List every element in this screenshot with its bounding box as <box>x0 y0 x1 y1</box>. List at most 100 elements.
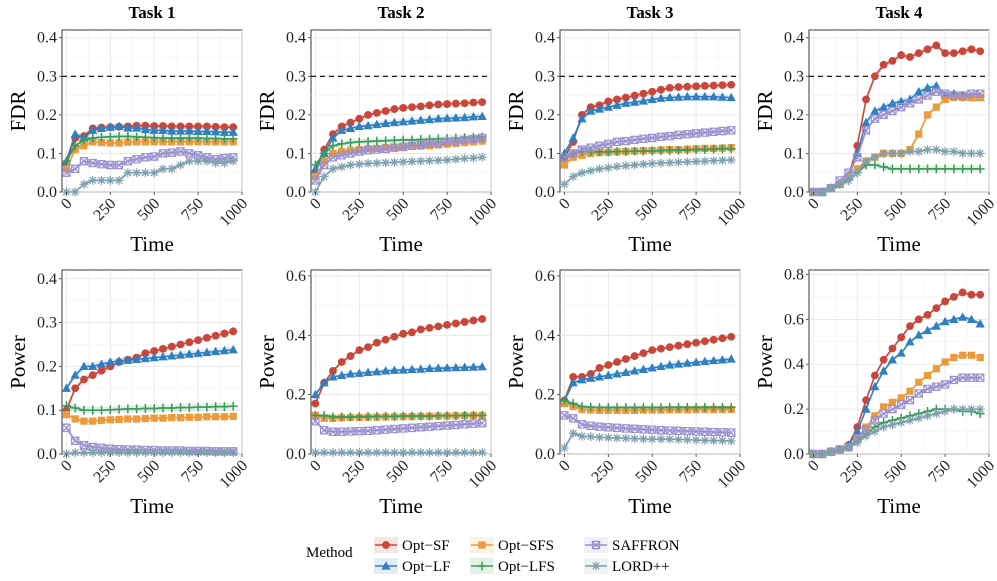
point-lord++ <box>817 449 827 459</box>
point-optsfs <box>932 103 940 111</box>
point-lord++ <box>940 147 950 156</box>
series-optsf <box>560 332 736 405</box>
point-saffron <box>586 143 595 152</box>
point-lord++ <box>407 448 417 457</box>
point-saffron <box>451 136 461 146</box>
y-tick-label: 0.4 <box>784 356 804 373</box>
point-saffron <box>70 164 80 174</box>
point-optlf <box>870 106 880 115</box>
point-saffron <box>398 142 408 152</box>
point-optsfs <box>923 371 932 380</box>
point-optsf <box>604 361 613 369</box>
point-lord++ <box>310 448 320 457</box>
point-optlf <box>167 126 177 135</box>
point-lord++ <box>647 159 657 168</box>
point-optlfs <box>176 403 185 412</box>
point-optlfs <box>416 135 426 144</box>
point-optlfs <box>354 137 364 147</box>
point-lord++ <box>612 162 622 171</box>
legend-label: Opt−SFS <box>498 538 554 554</box>
y-tick-label: 0.4 <box>784 30 804 47</box>
point-optlf <box>966 314 977 323</box>
point-optlfs <box>595 403 604 412</box>
point-optsf <box>434 322 443 331</box>
point-saffron <box>656 426 666 435</box>
point-optsf <box>176 340 185 349</box>
point-lord++ <box>949 404 959 414</box>
y-tick-label: 0.3 <box>37 68 57 85</box>
point-optlfs <box>141 132 150 142</box>
point-saffron <box>425 139 434 148</box>
point-optsf <box>718 334 727 343</box>
point-optsfs <box>220 413 229 421</box>
panel-title: Task 4 <box>875 3 923 22</box>
point-optlf <box>914 330 924 339</box>
point-saffron <box>97 160 106 169</box>
point-lord++ <box>726 436 736 446</box>
series-saffron <box>62 147 238 177</box>
point-lord++ <box>559 179 569 189</box>
point-optlfs <box>79 135 89 145</box>
point-optlf <box>328 133 338 142</box>
x-axis-label: Time <box>379 494 423 518</box>
point-lord++ <box>852 168 862 178</box>
point-optsf <box>897 51 906 59</box>
point-lord++ <box>211 158 221 168</box>
point-saffron <box>861 425 871 434</box>
point-optlf <box>228 344 238 354</box>
point-lord++ <box>97 176 106 185</box>
point-saffron <box>683 426 692 436</box>
point-optsfs <box>888 398 897 406</box>
point-optlf <box>381 118 391 127</box>
point-optsf <box>194 336 202 344</box>
y-tick-label: 0.6 <box>286 268 306 285</box>
point-optsf <box>346 352 355 360</box>
point-lord++ <box>337 162 347 172</box>
point-lord++ <box>184 448 194 458</box>
panel-frame <box>61 269 243 455</box>
point-optsf <box>416 325 425 334</box>
point-optlfs <box>61 156 71 166</box>
point-optlfs <box>940 164 950 174</box>
point-optlf <box>603 102 613 111</box>
point-saffron <box>888 106 897 116</box>
point-optlf <box>149 125 159 134</box>
point-lord++ <box>228 156 238 166</box>
point-lord++ <box>870 427 880 436</box>
panel-frame <box>559 269 741 455</box>
point-lord++ <box>835 445 845 454</box>
point-optlfs <box>674 145 683 155</box>
point-optlfs <box>114 404 124 414</box>
legend-item-optlf: Opt−LF <box>374 558 450 575</box>
point-lord++ <box>442 448 452 457</box>
point-optsf <box>709 335 718 344</box>
point-optlfs <box>149 404 159 413</box>
point-lord++ <box>709 156 719 166</box>
point-optlf <box>647 363 657 372</box>
point-lord++ <box>442 155 452 165</box>
point-optsf <box>967 290 976 299</box>
point-optlf <box>345 369 356 378</box>
point-optlf <box>424 363 435 373</box>
point-optlfs <box>442 411 452 421</box>
point-optsf <box>941 297 949 306</box>
point-optlfs <box>328 141 338 151</box>
point-saffron <box>604 423 613 432</box>
point-saffron <box>381 425 390 434</box>
point-optlfs <box>407 135 417 145</box>
point-optlfs <box>372 136 382 146</box>
point-optlfs <box>914 164 924 174</box>
point-lord++ <box>630 434 640 443</box>
point-saffron <box>407 423 417 433</box>
point-optlf <box>337 370 347 379</box>
point-optsfs <box>89 417 97 425</box>
point-lord++ <box>568 428 578 438</box>
y-axis-label: Power <box>504 335 528 389</box>
point-optsfs <box>469 138 478 146</box>
y-tick-label: 0.1 <box>784 145 804 162</box>
point-optlfs <box>211 133 221 143</box>
legend-label: Opt−LFS <box>498 559 555 575</box>
y-tick-label: 0.4 <box>37 271 57 288</box>
point-saffron <box>879 409 888 418</box>
point-lord++ <box>416 448 426 457</box>
